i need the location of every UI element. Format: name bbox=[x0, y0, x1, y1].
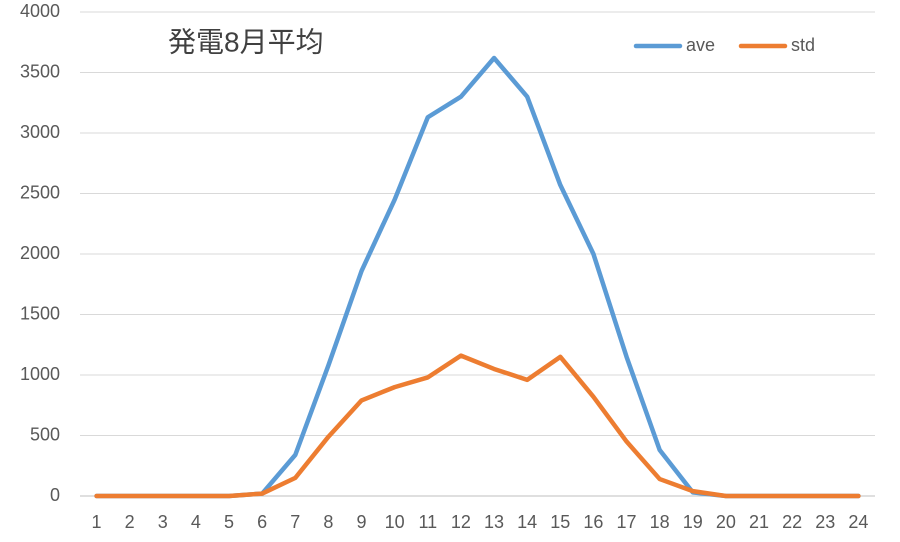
x-tick-label: 6 bbox=[257, 512, 267, 532]
x-tick-label: 15 bbox=[550, 512, 570, 532]
x-tick-label: 19 bbox=[683, 512, 703, 532]
x-tick-label: 16 bbox=[583, 512, 603, 532]
y-tick-label: 1000 bbox=[20, 364, 60, 384]
x-tick-label: 4 bbox=[191, 512, 201, 532]
x-tick-label: 12 bbox=[451, 512, 471, 532]
series-line bbox=[94, 353, 861, 499]
y-tick-label: 2500 bbox=[20, 182, 60, 202]
x-tick-label: 17 bbox=[617, 512, 637, 532]
y-tick-label: 2000 bbox=[20, 243, 60, 263]
x-tick-label: 22 bbox=[782, 512, 802, 532]
x-tick-label: 13 bbox=[484, 512, 504, 532]
y-tick-label: 3000 bbox=[20, 122, 60, 142]
x-tick-label: 1 bbox=[92, 512, 102, 532]
x-tick-label: 20 bbox=[716, 512, 736, 532]
legend-label: ave bbox=[686, 35, 715, 55]
x-tick-label: 5 bbox=[224, 512, 234, 532]
legend-label: std bbox=[791, 35, 815, 55]
x-tick-label: 23 bbox=[815, 512, 835, 532]
x-tick-label: 24 bbox=[848, 512, 868, 532]
y-tick-label: 1500 bbox=[20, 303, 60, 323]
x-tick-label: 9 bbox=[357, 512, 367, 532]
x-tick-label: 10 bbox=[385, 512, 405, 532]
x-tick-label: 21 bbox=[749, 512, 769, 532]
x-tick-label: 3 bbox=[158, 512, 168, 532]
y-tick-label: 0 bbox=[50, 485, 60, 505]
x-tick-label: 14 bbox=[517, 512, 537, 532]
x-tick-label: 7 bbox=[290, 512, 300, 532]
y-tick-label: 3500 bbox=[20, 61, 60, 81]
chart-title: 発電8月平均 bbox=[168, 26, 324, 57]
x-tick-label: 18 bbox=[650, 512, 670, 532]
x-tick-label: 8 bbox=[323, 512, 333, 532]
x-tick-label: 2 bbox=[125, 512, 135, 532]
y-tick-label: 500 bbox=[30, 424, 60, 444]
x-tick-label: 11 bbox=[418, 512, 437, 532]
y-tick-label: 4000 bbox=[20, 1, 60, 21]
